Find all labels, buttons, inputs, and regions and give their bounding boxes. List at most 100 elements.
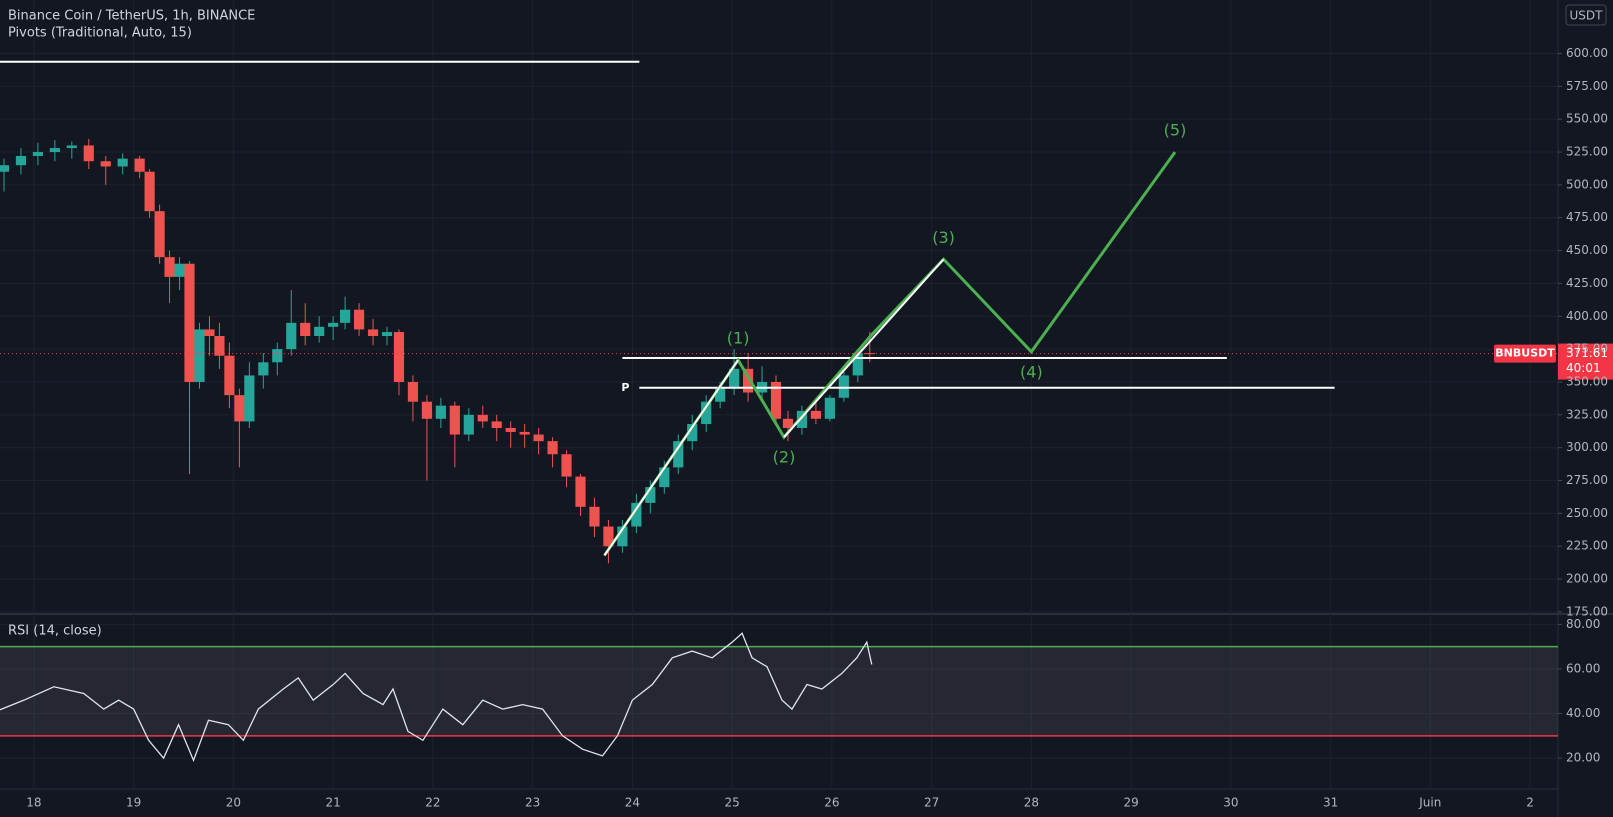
grid [0,0,1562,789]
x-tick-label: 31 [1323,796,1338,810]
countdown-label: 40:01 [1566,361,1601,375]
candle-body [393,332,405,382]
candle-body [519,431,530,435]
y-tick-label: 20.00 [1566,751,1600,765]
y-tick-label: 80.00 [1566,617,1600,631]
y-tick-label: 325.00 [1566,407,1608,421]
price-tag [1558,343,1613,380]
candle-body [184,263,195,382]
candle-body [224,355,235,396]
candle-body [852,353,863,376]
candle-body [715,388,726,402]
candle-body [449,405,460,435]
x-tick-label: 19 [126,796,141,810]
x-tick-label: 26 [824,796,839,810]
candle-body [435,405,446,419]
y-tick-label: 425.00 [1566,276,1608,290]
y-tick-label: 575.00 [1566,79,1608,93]
candle-body [463,414,474,435]
y-tick-label: 60.00 [1566,661,1600,675]
candle-body [117,158,128,167]
candle-body [810,410,821,419]
x-tick-label: 25 [724,796,739,810]
candle-body [272,349,283,363]
candle-body [204,329,215,337]
x-tick-label: 18 [26,796,41,810]
candle-body [244,375,255,422]
candle-body [49,148,60,153]
price-label: 371.61 [1566,346,1608,360]
trendline [783,258,945,438]
candle-body [701,401,712,425]
candle-body [533,434,544,442]
candle-body [381,332,393,337]
candle-body [547,441,558,455]
y-tick-label: 40.00 [1566,706,1600,720]
candle-body [824,397,835,419]
elliott-wave [603,151,1177,557]
chart-title: Binance Coin / TetherUS, 1h, BINANCE [8,9,255,24]
candle-body [770,381,782,419]
candle-body [617,526,628,547]
candle-body [491,421,502,428]
candle-body [561,454,572,477]
candle-body [673,441,684,468]
y-tick-label: 225.00 [1566,539,1608,553]
candle-body [353,309,365,330]
y-tick-label: 350.00 [1566,374,1608,388]
rsi-line [0,632,873,763]
candle-body [15,155,27,166]
candle-body [154,211,165,258]
candle-body [659,467,670,488]
y-tick-label: 500.00 [1566,177,1608,191]
x-tick-label: 29 [1123,796,1138,810]
x-tick-label: 23 [525,796,540,810]
y-tick-label: 275.00 [1566,473,1608,487]
candle-body [796,410,808,428]
candle-body [367,329,379,337]
x-tick-label: 22 [425,796,440,810]
candle-body [729,368,740,389]
currency-box[interactable] [1565,4,1607,26]
candle-body [300,322,311,337]
candle-body [477,414,488,422]
trendline [603,359,739,557]
x-tick-label: Juin [1418,796,1441,810]
y-tick-label: 550.00 [1566,112,1608,126]
y-tick-label: 475.00 [1566,210,1608,224]
candle-body [575,476,586,507]
candle-body [328,322,339,327]
candle-body [407,381,419,402]
candle-body [164,257,175,277]
candle-body [645,487,656,503]
candle-body [838,375,849,398]
rsi-band-fill [0,646,1558,736]
candle-body [589,506,600,527]
y-tick-label: 175.00 [1566,604,1608,618]
y-tick-label: 450.00 [1566,243,1608,257]
candle-body [174,263,185,277]
x-tick-label: 24 [625,796,640,810]
candle-body [100,161,111,167]
candle-body [340,309,351,323]
x-tick-label: 2 [1526,796,1534,810]
candle-body [32,152,43,156]
y-tick-label: 375.00 [1566,342,1608,356]
x-tick-label: 21 [326,796,341,810]
wave-label: (3) [932,228,955,247]
candle-body [83,145,94,162]
candle-body [134,158,145,172]
currency[interactable]: USDT [1570,9,1604,23]
x-tick-label: 30 [1223,796,1238,810]
candle-body [314,326,325,337]
symbol-label: BNBUSDT [1495,347,1555,360]
candle-body [864,353,875,355]
wave-label: (4) [1020,362,1043,381]
candle-body [234,395,245,422]
candle-body [0,165,10,172]
x-tick-label: 20 [226,796,241,810]
candle-body [194,329,205,382]
y-tick-label: 200.00 [1566,572,1608,586]
